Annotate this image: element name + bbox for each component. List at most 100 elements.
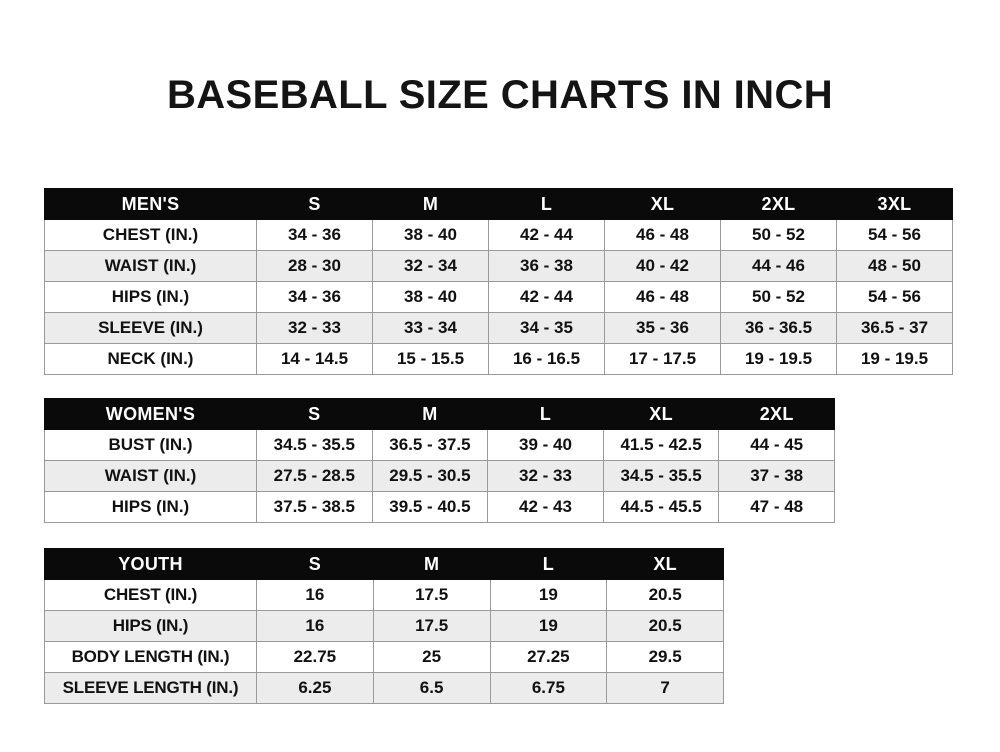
youth-measurement-cell: 6.5 <box>372 672 491 704</box>
mens-measurement-cell: 32 - 33 <box>256 312 373 344</box>
womens-measurement-cell: 34.5 - 35.5 <box>256 429 373 461</box>
table-row: CHEST (IN.) 34 - 36 38 - 40 42 - 44 46 - 48 5… <box>44 219 953 251</box>
womens-measurement-cell: 27.5 - 28.5 <box>256 460 373 492</box>
youth-measurement-cell: 6.75 <box>489 672 608 704</box>
womens-measurement-cell: 44.5 - 45.5 <box>602 491 720 523</box>
mens-header-size: S <box>256 188 373 220</box>
womens-header-category: WOMEN'S <box>44 398 257 430</box>
table-row: HIPS (IN.) 37.5 - 38.5 39.5 - 40.5 42 - 43 4… <box>44 491 835 523</box>
mens-header-size: 2XL <box>720 188 837 220</box>
mens-measurement-cell: 50 - 52 <box>720 281 837 313</box>
mens-header-size: L <box>488 188 605 220</box>
youth-header-row: YOUTH S M L XL <box>44 548 724 580</box>
youth-row-label: HIPS (IN.) <box>44 610 257 642</box>
youth-header-size: L <box>489 548 608 580</box>
womens-size-table: WOMEN'S S M L XL 2XL BUST (IN.) 34.5 - 35.5 36.… <box>44 398 835 523</box>
womens-measurement-cell: 47 - 48 <box>718 491 835 523</box>
table-row: BODY LENGTH (IN.) 22.75 25 27.25 29.5 <box>44 641 724 673</box>
womens-header-size: XL <box>602 398 720 430</box>
womens-measurement-cell: 42 - 43 <box>487 491 604 523</box>
mens-measurement-cell: 36.5 - 37 <box>836 312 953 344</box>
youth-row-label: CHEST (IN.) <box>44 579 257 611</box>
mens-size-table: MEN'S S M L XL 2XL 3XL CHEST (IN.) 34 - 36 38 - … <box>44 188 953 375</box>
youth-measurement-cell: 25 <box>372 641 491 673</box>
youth-table-body: CHEST (IN.) 16 17.5 19 20.5 HIPS (IN.) 16 17.5 1… <box>44 579 724 704</box>
table-row: SLEEVE LENGTH (IN.) 6.25 6.5 6.75 7 <box>44 672 724 704</box>
mens-row-label: HIPS (IN.) <box>44 281 257 313</box>
youth-measurement-cell: 19 <box>489 610 608 642</box>
womens-measurement-cell: 29.5 - 30.5 <box>371 460 489 492</box>
mens-measurement-cell: 17 - 17.5 <box>604 343 721 375</box>
youth-measurement-cell: 22.75 <box>256 641 374 673</box>
womens-measurement-cell: 39.5 - 40.5 <box>371 491 489 523</box>
youth-measurement-cell: 16 <box>256 610 374 642</box>
table-row: NECK (IN.) 14 - 14.5 15 - 15.5 16 - 16.5 17 … <box>44 343 953 375</box>
mens-measurement-cell: 19 - 19.5 <box>720 343 837 375</box>
mens-row-label: SLEEVE (IN.) <box>44 312 257 344</box>
youth-measurement-cell: 17.5 <box>372 610 491 642</box>
mens-measurement-cell: 19 - 19.5 <box>836 343 953 375</box>
womens-table-head: WOMEN'S S M L XL 2XL <box>44 398 835 430</box>
mens-measurement-cell: 14 - 14.5 <box>256 343 373 375</box>
womens-row-label: HIPS (IN.) <box>44 491 257 523</box>
table-row: SLEEVE (IN.) 32 - 33 33 - 34 34 - 35 35 - 36… <box>44 312 953 344</box>
page-title: BASEBALL SIZE CHARTS IN INCH <box>166 73 834 117</box>
mens-measurement-cell: 40 - 42 <box>604 250 721 282</box>
youth-measurement-cell: 19 <box>489 579 608 611</box>
youth-header-size: S <box>256 548 374 580</box>
womens-measurement-cell: 41.5 - 42.5 <box>602 429 720 461</box>
womens-table-body: BUST (IN.) 34.5 - 35.5 36.5 - 37.5 39 - 40 4… <box>44 429 835 523</box>
youth-table-head: YOUTH S M L XL <box>44 548 724 580</box>
mens-measurement-cell: 15 - 15.5 <box>372 343 489 375</box>
mens-measurement-cell: 16 - 16.5 <box>488 343 605 375</box>
mens-measurement-cell: 36 - 38 <box>488 250 605 282</box>
mens-measurement-cell: 38 - 40 <box>372 219 489 251</box>
womens-measurement-cell: 44 - 45 <box>718 429 835 461</box>
mens-measurement-cell: 46 - 48 <box>604 281 721 313</box>
youth-measurement-cell: 7 <box>606 672 724 704</box>
mens-table-body: CHEST (IN.) 34 - 36 38 - 40 42 - 44 46 - 48 5… <box>44 219 953 375</box>
youth-measurement-cell: 29.5 <box>606 641 724 673</box>
mens-header-row: MEN'S S M L XL 2XL 3XL <box>44 188 953 220</box>
mens-measurement-cell: 32 - 34 <box>372 250 489 282</box>
youth-header-size: M <box>372 548 491 580</box>
womens-measurement-cell: 37.5 - 38.5 <box>256 491 373 523</box>
mens-measurement-cell: 42 - 44 <box>488 281 605 313</box>
mens-header-size: XL <box>604 188 721 220</box>
mens-row-label: WAIST (IN.) <box>44 250 257 282</box>
mens-header-category: MEN'S <box>44 188 257 220</box>
mens-header-size: 3XL <box>836 188 953 220</box>
mens-row-label: CHEST (IN.) <box>44 219 257 251</box>
womens-header-row: WOMEN'S S M L XL 2XL <box>44 398 835 430</box>
table-row: BUST (IN.) 34.5 - 35.5 36.5 - 37.5 39 - 40 4… <box>44 429 835 461</box>
table-row: WAIST (IN.) 28 - 30 32 - 34 36 - 38 40 - 42 4… <box>44 250 953 282</box>
youth-size-table: YOUTH S M L XL CHEST (IN.) 16 17.5 19 20.5 HIPS (… <box>44 548 724 704</box>
womens-row-label: BUST (IN.) <box>44 429 257 461</box>
womens-header-size: S <box>256 398 373 430</box>
womens-header-size: L <box>487 398 604 430</box>
mens-measurement-cell: 28 - 30 <box>256 250 373 282</box>
womens-measurement-cell: 34.5 - 35.5 <box>602 460 720 492</box>
womens-measurement-cell: 39 - 40 <box>487 429 604 461</box>
womens-measurement-cell: 37 - 38 <box>718 460 835 492</box>
youth-measurement-cell: 27.25 <box>489 641 608 673</box>
table-row: WAIST (IN.) 27.5 - 28.5 29.5 - 30.5 32 - 33… <box>44 460 835 492</box>
mens-measurement-cell: 36 - 36.5 <box>720 312 837 344</box>
mens-measurement-cell: 46 - 48 <box>604 219 721 251</box>
table-row: HIPS (IN.) 16 17.5 19 20.5 <box>44 610 724 642</box>
youth-measurement-cell: 20.5 <box>606 610 724 642</box>
mens-measurement-cell: 54 - 56 <box>836 281 953 313</box>
mens-measurement-cell: 50 - 52 <box>720 219 837 251</box>
mens-header-size: M <box>372 188 489 220</box>
youth-measurement-cell: 16 <box>256 579 374 611</box>
youth-measurement-cell: 6.25 <box>256 672 374 704</box>
womens-measurement-cell: 32 - 33 <box>487 460 604 492</box>
mens-measurement-cell: 54 - 56 <box>836 219 953 251</box>
womens-measurement-cell: 36.5 - 37.5 <box>371 429 489 461</box>
mens-measurement-cell: 34 - 36 <box>256 281 373 313</box>
mens-measurement-cell: 48 - 50 <box>836 250 953 282</box>
youth-measurement-cell: 17.5 <box>372 579 491 611</box>
mens-measurement-cell: 34 - 36 <box>256 219 373 251</box>
mens-measurement-cell: 38 - 40 <box>372 281 489 313</box>
mens-measurement-cell: 33 - 34 <box>372 312 489 344</box>
